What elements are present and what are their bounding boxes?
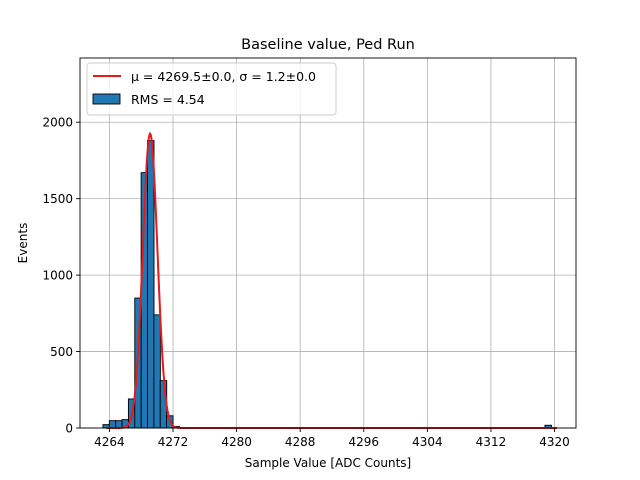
plot-frame xyxy=(79,57,577,429)
y-tick-label: 1500 xyxy=(42,192,73,206)
legend: μ = 4269.5±0.0, σ = 1.2±0.0 RMS = 4.54 xyxy=(86,62,337,116)
legend-box xyxy=(86,62,337,116)
x-tick-label: 4304 xyxy=(412,435,443,449)
y-tick-label: 1000 xyxy=(42,269,73,283)
x-axis-label: Sample Value [ADC Counts] xyxy=(245,456,411,470)
legend-fit-label: μ = 4269.5±0.0, σ = 1.2±0.0 xyxy=(131,69,316,84)
histogram-bar xyxy=(147,140,155,429)
histogram-bar xyxy=(108,420,117,429)
y-tick-label: 500 xyxy=(50,345,73,359)
grid-lines xyxy=(80,58,576,429)
x-tick-label: 4280 xyxy=(221,435,252,449)
legend-hist-label: RMS = 4.54 xyxy=(131,92,205,107)
x-tick-label: 4288 xyxy=(285,435,316,449)
x-tick-label: 4264 xyxy=(94,435,125,449)
y-axis-label: Events xyxy=(16,223,30,264)
x-tick-label: 4312 xyxy=(476,435,507,449)
chart-title: Baseline value, Ped Run xyxy=(241,37,415,53)
x-axis-ticks: 4264 4272 4280 4288 4296 4304 4312 4320 xyxy=(94,428,570,449)
y-axis-ticks: 0 500 1000 1500 2000 xyxy=(42,116,80,436)
y-tick-label: 2000 xyxy=(42,116,73,130)
x-tick-label: 4296 xyxy=(348,435,379,449)
x-tick-label: 4272 xyxy=(158,435,189,449)
y-tick-label: 0 xyxy=(65,422,73,436)
histogram-bar xyxy=(153,314,161,429)
legend-hist-swatch xyxy=(92,93,121,105)
x-tick-label: 4320 xyxy=(539,435,570,449)
